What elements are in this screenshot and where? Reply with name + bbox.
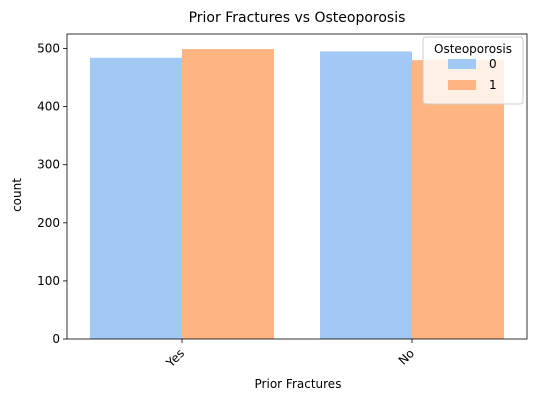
plot-frame — [66, 33, 528, 340]
legend: Osteoporosis 0 1 — [422, 36, 524, 105]
legend-label: 0 — [489, 57, 497, 71]
y-tick-label: 500 — [37, 42, 60, 56]
legend-swatch — [448, 80, 476, 90]
legend-swatch — [448, 59, 476, 69]
y-tick-label: 200 — [37, 216, 60, 230]
bar-yes-series-1 — [182, 49, 274, 339]
x-tick-label: Yes — [163, 346, 187, 370]
legend-label: 1 — [489, 78, 497, 92]
y-tick-label: 0 — [52, 332, 60, 346]
bar-no-series-1 — [412, 60, 504, 339]
y-axis-label: count — [10, 178, 24, 212]
y-tick-label: 100 — [37, 274, 60, 288]
bar-yes-series-0 — [90, 57, 182, 339]
y-tick-label: 400 — [37, 100, 60, 114]
chart-title: Prior Fractures vs Osteoporosis — [189, 10, 406, 26]
x-tick-label: No — [396, 346, 417, 367]
legend-title: Osteoporosis — [434, 42, 512, 56]
x-axis-label: Prior Fractures — [255, 377, 342, 391]
plot-area: 0 100 200 300 400 500 Yes No — [37, 33, 528, 371]
y-tick-label: 300 — [37, 158, 60, 172]
bar-no-series-0 — [320, 51, 412, 340]
